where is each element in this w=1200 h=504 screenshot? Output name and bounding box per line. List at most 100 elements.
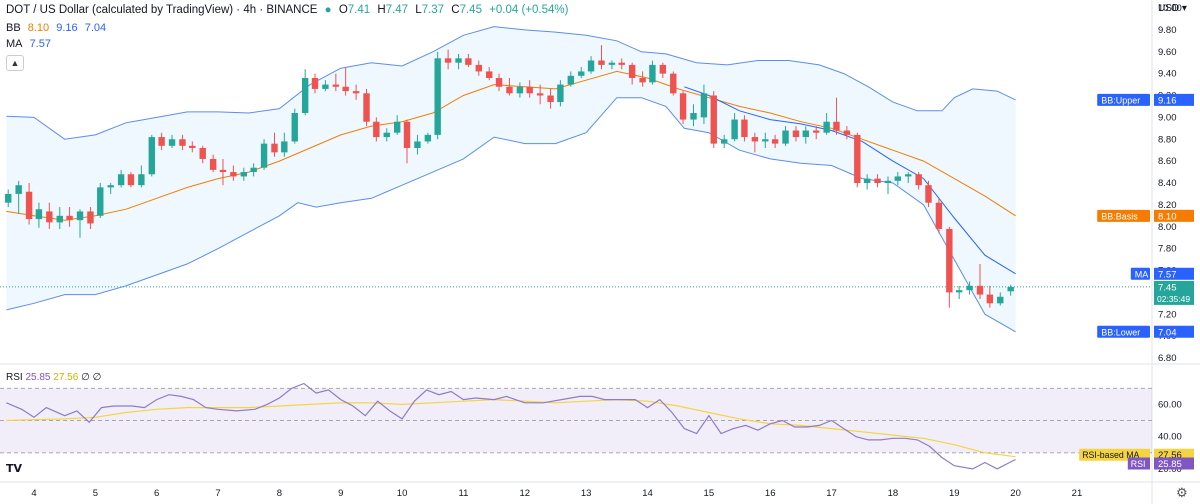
rsi-empty-value-1: ∅	[81, 372, 90, 383]
candle	[925, 180, 932, 208]
candle	[813, 126, 820, 140]
price-tick-label: 9.80	[1158, 25, 1177, 36]
candle-body	[352, 91, 360, 94]
rsi-tick-label: 40.00	[1158, 432, 1182, 443]
candle-body	[823, 121, 830, 133]
candle-body	[1007, 286, 1014, 292]
candle	[833, 97, 840, 135]
time-tick-label: 4	[31, 488, 36, 499]
candle	[976, 263, 984, 299]
candle	[465, 53, 472, 68]
candle-body	[414, 141, 421, 148]
open-label: O	[338, 4, 348, 16]
time-tick-label: 10	[397, 488, 408, 499]
candle-body	[424, 134, 432, 142]
bb-legend[interactable]: BB 8.10 9.16 7.04	[6, 22, 110, 34]
candle-body	[291, 113, 298, 142]
candle	[720, 134, 728, 148]
candle-body	[240, 172, 248, 177]
candle-body	[608, 62, 616, 65]
candle-body	[219, 169, 227, 173]
candle	[843, 126, 851, 140]
candle-body	[771, 139, 779, 144]
high-label: H	[377, 4, 386, 16]
candle-body	[97, 187, 104, 216]
candle	[690, 104, 697, 127]
rsi-axis-label-value-bg	[1154, 457, 1194, 470]
candle-body	[373, 121, 380, 138]
candle	[802, 126, 809, 144]
candle	[127, 172, 135, 188]
candle	[168, 134, 176, 148]
candle	[935, 198, 943, 234]
symbol-title[interactable]: DOT / US Dollar (calculated by TradingVi…	[6, 4, 318, 16]
candle-body	[301, 78, 309, 113]
candle	[915, 172, 922, 190]
candle	[352, 84, 360, 100]
axis-label-value: 7.04	[1158, 327, 1177, 338]
time-tick-label: 18	[888, 488, 899, 499]
tradingview-logo[interactable]: TV	[6, 462, 23, 475]
candle	[393, 115, 401, 135]
candle	[986, 285, 994, 308]
bb-lower-line	[6, 97, 1016, 333]
candle-body	[107, 185, 114, 188]
symbol-header[interactable]: DOT / US Dollar (calculated by TradingVi…	[6, 4, 576, 16]
ma-value: 7.57	[29, 38, 51, 50]
candle	[5, 189, 12, 208]
candle	[373, 117, 380, 142]
candle	[894, 172, 902, 186]
ohlc-values: O7.41 H7.47 L7.37 C7.45 +0.04 (+0.54%)	[339, 4, 573, 16]
chevron-up-icon[interactable]: ▲	[6, 55, 24, 71]
candle	[516, 82, 524, 98]
candle	[495, 73, 503, 92]
low-label: L	[415, 4, 422, 16]
candle	[148, 134, 155, 177]
price-tick-label: 10.00	[1158, 3, 1182, 14]
candle-body	[127, 174, 135, 186]
candle	[403, 119, 411, 164]
candle	[66, 207, 73, 227]
candle-body	[843, 130, 851, 135]
rsi-legend-value: 25.85	[25, 372, 51, 383]
time-tick-label: 11	[459, 488, 469, 499]
candle-body	[587, 60, 595, 72]
candle	[659, 62, 667, 78]
gear-icon[interactable]: ⚙	[1176, 485, 1188, 500]
candle	[762, 132, 769, 148]
candle	[250, 163, 257, 177]
candle	[25, 183, 33, 225]
close-value: 7.45	[459, 4, 482, 16]
candle	[823, 113, 830, 135]
time-tick-label: 9	[338, 488, 343, 499]
bb-band-fill	[6, 26, 1016, 332]
candle-body	[434, 58, 441, 135]
candle	[107, 183, 114, 194]
candle	[117, 169, 125, 188]
time-tick-label: 6	[154, 488, 159, 499]
candle	[383, 128, 390, 142]
candle	[649, 60, 656, 85]
currency-selector[interactable]: USD ▾	[1158, 3, 1187, 14]
candle-body	[946, 228, 953, 293]
axis-label-value-bg	[1154, 325, 1194, 338]
candle-body	[168, 139, 176, 146]
axis-label-value: 7.57	[1158, 269, 1177, 280]
candle	[587, 56, 595, 74]
axis-label-name-bg	[1130, 267, 1150, 280]
rsi-legend[interactable]: RSI 25.85 27.56 ∅ ∅	[6, 372, 101, 383]
time-tick-label: 17	[826, 488, 837, 499]
candle	[301, 69, 309, 116]
candle-body	[475, 64, 482, 72]
candle	[87, 207, 94, 229]
candle	[536, 84, 544, 105]
axis-label-value-bg	[1154, 267, 1194, 280]
candle-body	[526, 86, 533, 94]
candle-body	[506, 86, 513, 94]
ma-legend[interactable]: MA 7.57	[6, 38, 55, 50]
candle-body	[260, 143, 268, 168]
candle	[670, 71, 677, 96]
candle	[15, 180, 22, 214]
candle	[1007, 284, 1014, 296]
